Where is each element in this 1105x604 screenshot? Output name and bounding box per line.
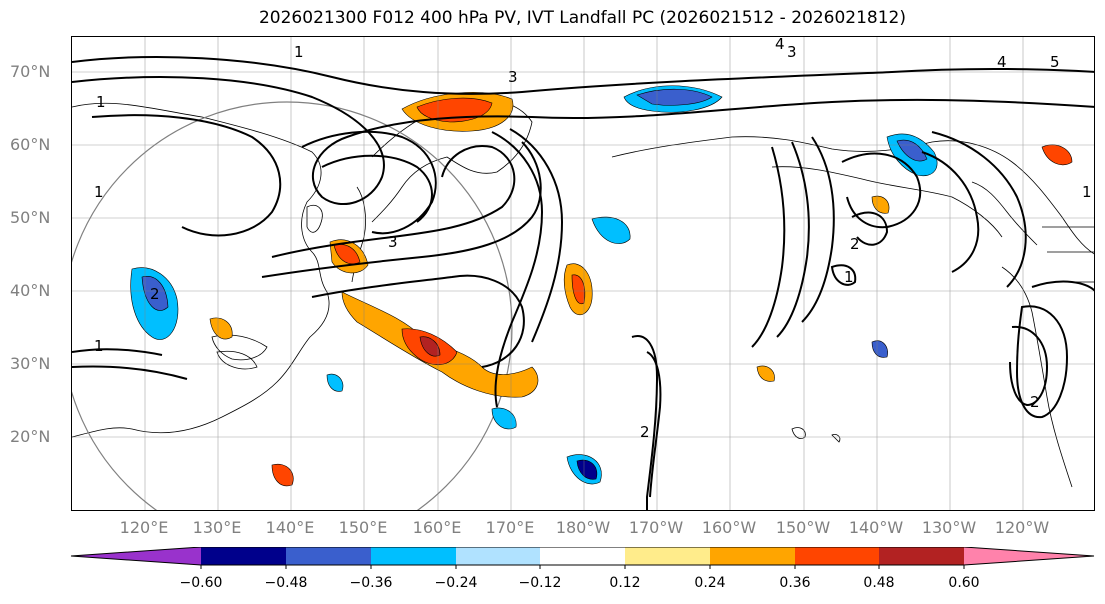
lon-label-170w: 170°W [628, 518, 684, 537]
contour-labels: 1 1 1 1 2 2 2 3 3 3 4 4 5 1 2 1 [94, 37, 1092, 441]
lon-label-150e: 150°E [338, 518, 388, 537]
contour-label: 1 [1082, 183, 1092, 201]
landfall-radius-circle [72, 101, 513, 510]
colorbar-tick-label: 0.36 [779, 575, 811, 591]
colorbar-tick-label: −0.24 [434, 575, 478, 591]
colorbar-tick-label: −0.60 [179, 575, 223, 591]
lon-label-150w: 150°W [775, 518, 831, 537]
colorbar-segment-6 [625, 547, 710, 565]
lon-label-180w: 180°W [555, 518, 611, 537]
colorbar-tick-label: −0.12 [518, 575, 562, 591]
contour-label: 1 [844, 268, 854, 286]
map-panel: 1 1 1 1 2 2 2 3 3 3 4 4 5 1 2 1 [71, 36, 1095, 511]
lon-label-130e: 130°E [192, 518, 242, 537]
colorbar-segment-7 [710, 547, 795, 565]
colorbar-tick-label: 0.60 [948, 575, 980, 591]
lat-label-60n: 60°N [10, 135, 51, 154]
lat-label-20n: 20°N [10, 427, 51, 446]
contour-label: 2 [1030, 393, 1040, 411]
lon-label-170e: 170°E [485, 518, 535, 537]
contour-label: 3 [388, 233, 398, 251]
lat-label-40n: 40°N [10, 281, 51, 300]
colorbar-segment-9 [879, 547, 964, 565]
shaded-anomalies [130, 85, 1073, 487]
contour-label: 4 [775, 37, 785, 53]
colorbar-segment-2 [286, 547, 371, 565]
ivt-contours [72, 56, 1094, 510]
colorbar-segment-1 [201, 547, 286, 565]
contour-label: 2 [640, 423, 650, 441]
lon-label-160w: 160°W [701, 518, 757, 537]
colorbar [70, 547, 1095, 569]
colorbar-tick-label: 0.12 [609, 575, 641, 591]
lon-label-120e: 120°E [119, 518, 169, 537]
contour-label: 3 [787, 43, 797, 61]
lat-label-50n: 50°N [10, 208, 51, 227]
lat-label-30n: 30°N [10, 354, 51, 373]
lon-label-160e: 160°E [412, 518, 462, 537]
colorbar-segment-0 [71, 547, 201, 565]
colorbar-segment-3 [371, 547, 456, 565]
contour-label: 4 [997, 53, 1007, 71]
colorbar-segment-10 [964, 547, 1094, 565]
colorbar-segment-5 [540, 547, 625, 565]
lon-label-130w: 130°W [921, 518, 977, 537]
contour-label: 1 [94, 183, 104, 201]
lat-label-70n: 70°N [10, 62, 51, 81]
map-canvas: 1 1 1 1 2 2 2 3 3 3 4 4 5 1 2 1 [72, 37, 1094, 510]
contour-label: 2 [150, 285, 160, 303]
contour-label: 1 [294, 43, 304, 61]
contour-label: 3 [508, 68, 518, 86]
contour-label: 1 [96, 93, 106, 111]
colorbar-tick-label: −0.36 [349, 575, 393, 591]
colorbar-tick-label: 0.48 [863, 575, 895, 591]
plot-title: 2026021300 F012 400 hPa PV, IVT Landfall… [258, 8, 906, 28]
contour-label: 2 [850, 235, 860, 253]
lon-label-140e: 140°E [265, 518, 315, 537]
colorbar-tick-label: 0.24 [694, 575, 726, 591]
lon-label-140w: 140°W [848, 518, 904, 537]
colorbar-tick-label: −0.48 [264, 575, 308, 591]
lon-label-120w: 120°W [994, 518, 1050, 537]
colorbar-segment-8 [795, 547, 879, 565]
colorbar-ticks [200, 565, 965, 569]
contour-label: 5 [1050, 53, 1060, 71]
colorbar-segment-4 [456, 547, 540, 565]
contour-label: 1 [94, 337, 104, 355]
